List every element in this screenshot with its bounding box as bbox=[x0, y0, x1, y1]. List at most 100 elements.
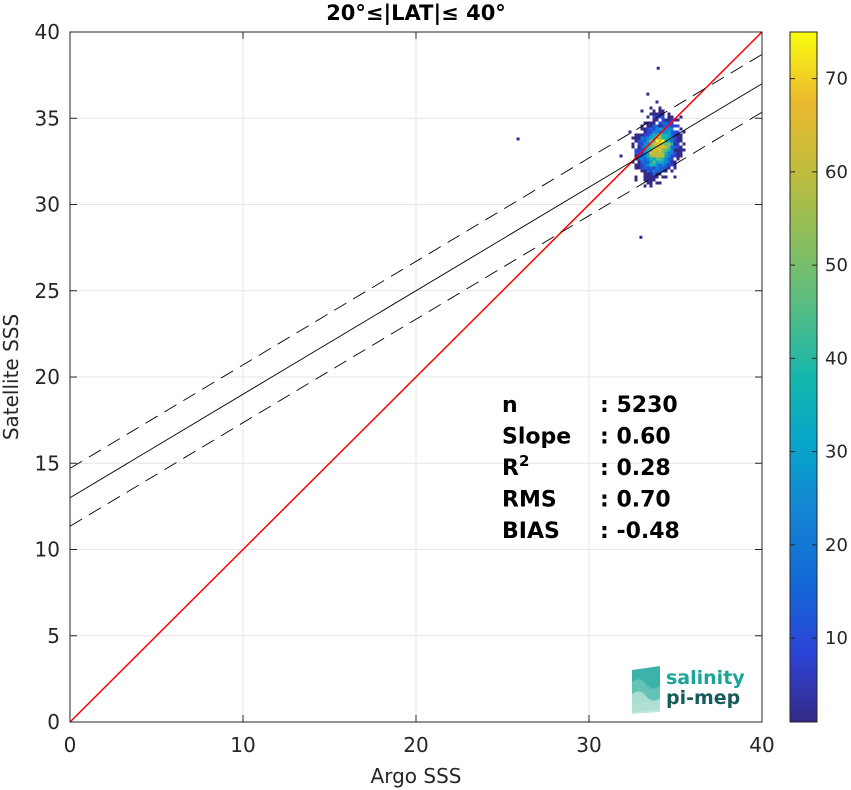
density-cell bbox=[667, 136, 671, 140]
density-cell bbox=[658, 169, 662, 173]
density-cell bbox=[667, 157, 671, 161]
density-cell bbox=[637, 139, 641, 143]
density-cell bbox=[673, 160, 677, 164]
density-cell bbox=[676, 139, 680, 143]
density-cell bbox=[643, 154, 647, 158]
density-cell bbox=[664, 121, 668, 125]
density-cell bbox=[673, 154, 677, 158]
density-cell bbox=[655, 130, 659, 134]
density-cell bbox=[652, 109, 656, 113]
density-cell bbox=[682, 148, 686, 152]
density-cell bbox=[643, 175, 647, 179]
density-cell bbox=[649, 172, 653, 176]
density-cell bbox=[643, 157, 647, 161]
colorbar-tick-label: 10 bbox=[825, 628, 848, 649]
density-cell bbox=[640, 160, 644, 164]
density-cell bbox=[649, 151, 653, 155]
density-cell bbox=[658, 133, 662, 137]
density-cell bbox=[652, 115, 656, 119]
density-cell bbox=[643, 172, 647, 176]
density-cell bbox=[649, 127, 653, 131]
density-points bbox=[516, 66, 686, 239]
stat-value: : 0.70 bbox=[600, 488, 671, 513]
density-cell bbox=[640, 142, 644, 146]
density-cell bbox=[655, 100, 659, 104]
density-cell bbox=[640, 157, 644, 161]
density-cell bbox=[673, 151, 677, 155]
density-cell bbox=[643, 184, 647, 188]
density-cell bbox=[679, 148, 683, 152]
density-cell bbox=[667, 118, 671, 122]
stat-label: RMS bbox=[502, 488, 557, 513]
density-cell bbox=[667, 160, 671, 164]
density-cell bbox=[664, 133, 668, 137]
density-cell bbox=[646, 151, 650, 155]
density-cell bbox=[649, 181, 653, 185]
density-cell bbox=[646, 169, 650, 173]
density-cell bbox=[664, 136, 668, 140]
density-cell bbox=[655, 112, 659, 116]
density-cell bbox=[655, 136, 659, 140]
density-cell bbox=[646, 160, 650, 164]
density-cell bbox=[655, 175, 659, 179]
density-cell bbox=[652, 145, 656, 149]
stat-label: BIAS bbox=[502, 519, 560, 544]
y-tick-label: 30 bbox=[35, 193, 60, 217]
density-cell bbox=[652, 160, 656, 164]
density-cell bbox=[679, 154, 683, 158]
density-cell bbox=[664, 169, 668, 173]
density-cell bbox=[676, 118, 680, 122]
outlier-point bbox=[656, 66, 660, 70]
density-cell bbox=[649, 175, 653, 179]
fit-upper-line bbox=[70, 54, 762, 469]
density-cell bbox=[652, 142, 656, 146]
density-cell bbox=[655, 160, 659, 164]
logo-line1: salinity bbox=[666, 667, 745, 689]
density-cell bbox=[619, 154, 623, 158]
density-cell bbox=[676, 124, 680, 128]
density-cell bbox=[673, 133, 677, 137]
density-cell bbox=[652, 148, 656, 152]
density-cell bbox=[652, 136, 656, 140]
density-cell bbox=[649, 133, 653, 137]
density-cell bbox=[661, 148, 665, 152]
density-cell bbox=[637, 133, 641, 137]
density-cell bbox=[655, 181, 659, 185]
colorbar-tick-label: 20 bbox=[825, 535, 848, 556]
density-cell bbox=[664, 127, 668, 131]
density-cell bbox=[640, 136, 644, 140]
fit-lower-line bbox=[70, 111, 762, 527]
density-cell bbox=[658, 157, 662, 161]
density-cell bbox=[658, 124, 662, 128]
density-cell bbox=[628, 130, 632, 134]
density-cell bbox=[652, 133, 656, 137]
density-cell bbox=[649, 106, 653, 110]
density-cell bbox=[679, 115, 683, 119]
density-cell bbox=[673, 163, 677, 167]
density-cell bbox=[649, 184, 653, 188]
y-tick-label: 25 bbox=[35, 279, 60, 303]
density-cell bbox=[652, 118, 656, 122]
y-tick-label: 35 bbox=[35, 106, 60, 130]
density-cell bbox=[649, 154, 653, 158]
density-cell bbox=[658, 166, 662, 170]
density-cell bbox=[676, 142, 680, 146]
density-cell bbox=[661, 109, 665, 113]
density-cell bbox=[649, 166, 653, 170]
density-cell bbox=[673, 118, 677, 122]
density-cell bbox=[664, 163, 668, 167]
identity-line bbox=[70, 32, 762, 722]
density-cell bbox=[631, 145, 635, 149]
density-cell bbox=[676, 157, 680, 161]
density-cell bbox=[643, 133, 647, 137]
density-cell bbox=[658, 154, 662, 158]
density-cell bbox=[664, 130, 668, 134]
density-cell bbox=[640, 145, 644, 149]
density-cell bbox=[682, 130, 686, 134]
stat-label: R2 bbox=[502, 452, 529, 481]
density-cell bbox=[637, 163, 641, 167]
density-cell bbox=[646, 154, 650, 158]
density-cell bbox=[646, 175, 650, 179]
density-cell bbox=[640, 166, 644, 170]
